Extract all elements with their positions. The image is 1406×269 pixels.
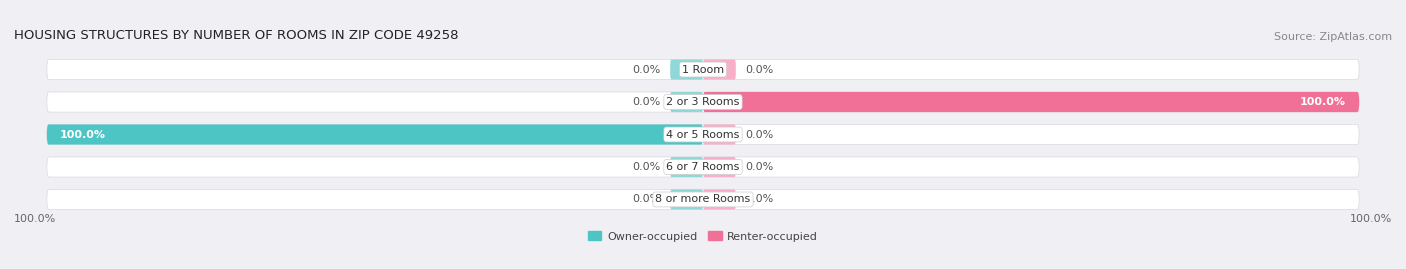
FancyBboxPatch shape — [46, 92, 1360, 112]
Text: 0.0%: 0.0% — [633, 162, 661, 172]
FancyBboxPatch shape — [671, 92, 703, 112]
Text: Source: ZipAtlas.com: Source: ZipAtlas.com — [1274, 32, 1392, 42]
FancyBboxPatch shape — [703, 157, 735, 177]
Text: 0.0%: 0.0% — [633, 97, 661, 107]
FancyBboxPatch shape — [703, 189, 735, 210]
FancyBboxPatch shape — [671, 59, 703, 80]
Text: 2 or 3 Rooms: 2 or 3 Rooms — [666, 97, 740, 107]
Text: 0.0%: 0.0% — [745, 65, 773, 75]
Text: 0.0%: 0.0% — [633, 65, 661, 75]
FancyBboxPatch shape — [46, 125, 703, 144]
Text: 0.0%: 0.0% — [745, 129, 773, 140]
FancyBboxPatch shape — [46, 157, 1360, 177]
Text: 8 or more Rooms: 8 or more Rooms — [655, 194, 751, 204]
FancyBboxPatch shape — [671, 157, 703, 177]
FancyBboxPatch shape — [46, 125, 1360, 144]
FancyBboxPatch shape — [703, 59, 735, 80]
Text: 0.0%: 0.0% — [745, 194, 773, 204]
Text: HOUSING STRUCTURES BY NUMBER OF ROOMS IN ZIP CODE 49258: HOUSING STRUCTURES BY NUMBER OF ROOMS IN… — [14, 29, 458, 42]
Text: 100.0%: 100.0% — [60, 129, 105, 140]
FancyBboxPatch shape — [703, 92, 1360, 112]
FancyBboxPatch shape — [46, 189, 1360, 210]
Legend: Owner-occupied, Renter-occupied: Owner-occupied, Renter-occupied — [583, 227, 823, 246]
Text: 100.0%: 100.0% — [1350, 214, 1392, 224]
Text: 1 Room: 1 Room — [682, 65, 724, 75]
FancyBboxPatch shape — [46, 59, 1360, 80]
Text: 0.0%: 0.0% — [633, 194, 661, 204]
FancyBboxPatch shape — [703, 125, 735, 144]
Text: 4 or 5 Rooms: 4 or 5 Rooms — [666, 129, 740, 140]
Text: 6 or 7 Rooms: 6 or 7 Rooms — [666, 162, 740, 172]
Text: 100.0%: 100.0% — [1301, 97, 1346, 107]
FancyBboxPatch shape — [671, 189, 703, 210]
Text: 0.0%: 0.0% — [745, 162, 773, 172]
Text: 100.0%: 100.0% — [14, 214, 56, 224]
